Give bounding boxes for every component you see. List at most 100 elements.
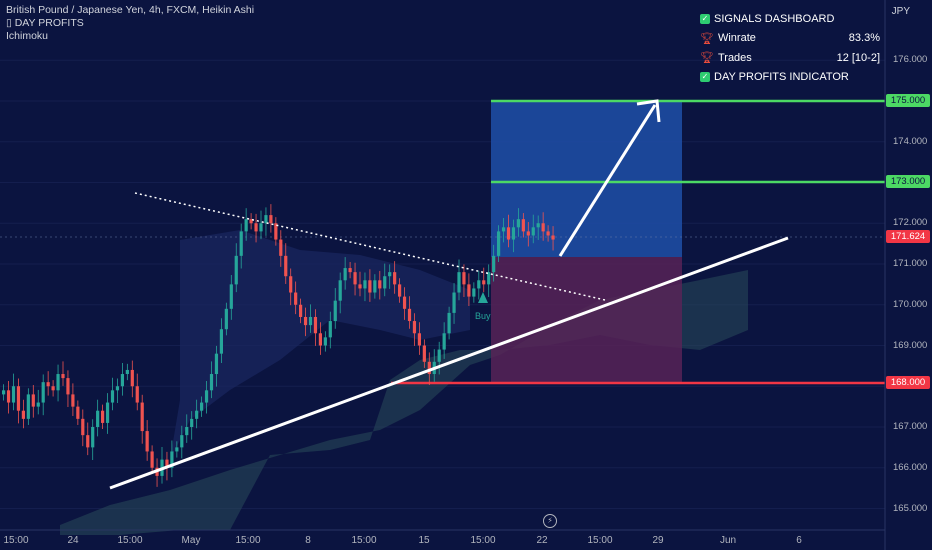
candle-body xyxy=(318,333,322,346)
candle-body xyxy=(388,272,392,277)
time-tick-label: 22 xyxy=(536,535,548,546)
candle-body xyxy=(190,418,194,427)
candle-body xyxy=(427,361,431,375)
candle-body xyxy=(145,431,149,452)
candle-body xyxy=(546,231,550,236)
candle-body xyxy=(521,219,525,232)
candle-body xyxy=(125,369,129,375)
price-tick-label: 165.000 xyxy=(893,502,928,514)
tp2-price-tag: 175.000 xyxy=(886,94,930,107)
candle-body xyxy=(289,276,293,293)
time-tick-label: 15:00 xyxy=(470,535,496,546)
time-tick-label: 6 xyxy=(796,535,802,546)
symbol-title[interactable]: British Pound / Japanese Yen, 4h, FXCM, … xyxy=(6,4,255,16)
profit-zone[interactable] xyxy=(491,101,682,257)
candle-body xyxy=(368,280,372,293)
candle-body xyxy=(531,227,535,236)
candle-body xyxy=(81,418,85,436)
candle-body xyxy=(516,219,520,228)
trades-value: 12 [10-2] xyxy=(836,51,880,64)
buy-signal-icon[interactable] xyxy=(478,292,488,303)
candle-body xyxy=(56,374,60,391)
price-tick-label: 169.000 xyxy=(893,339,928,351)
candle-body xyxy=(452,292,456,313)
check-icon: ✓ xyxy=(700,13,710,24)
candle-body xyxy=(313,316,318,334)
resistance-trendline[interactable] xyxy=(134,192,606,301)
indicator-day-profits[interactable]: ▯ DAY PROFITS xyxy=(6,17,84,29)
candle-body xyxy=(303,316,308,326)
candle-body xyxy=(398,284,402,297)
candle-body xyxy=(86,435,90,448)
candle-body xyxy=(472,288,476,297)
candle-body xyxy=(358,284,362,289)
price-tick-label: 170.000 xyxy=(893,298,928,310)
candle-body xyxy=(333,300,337,322)
candle-body xyxy=(353,272,357,285)
candle-body xyxy=(442,333,446,350)
stop-price-tag: 168.000 xyxy=(886,376,930,389)
support-trendline[interactable] xyxy=(109,236,789,490)
candle-body xyxy=(180,435,184,448)
candle-body xyxy=(120,374,124,387)
loss-zone[interactable] xyxy=(491,257,682,383)
candle-body xyxy=(185,427,189,436)
candle-body xyxy=(11,386,16,403)
candle-body xyxy=(487,272,491,285)
candle-body xyxy=(447,312,451,334)
candle-body xyxy=(36,402,40,407)
indicator-ichimoku[interactable]: Ichimoku xyxy=(6,30,49,42)
candle-body xyxy=(457,272,461,293)
candle-body xyxy=(96,410,100,427)
candle-body xyxy=(195,410,199,419)
time-tick-label: Jun xyxy=(719,535,737,546)
candle-body xyxy=(407,308,412,322)
winrate-value: 83.3% xyxy=(848,32,880,45)
candle-body xyxy=(323,337,327,346)
candle-body xyxy=(244,219,248,232)
candle-body xyxy=(497,231,501,256)
candle-body xyxy=(21,410,25,419)
trophy-icon: 🏆︎ xyxy=(700,52,714,65)
candle-body xyxy=(536,223,540,228)
candle-body xyxy=(135,386,139,403)
candle-body xyxy=(41,382,45,403)
candle-body xyxy=(26,394,30,419)
candle-body xyxy=(46,382,50,387)
candle-body xyxy=(437,349,441,362)
candle-body xyxy=(71,394,75,407)
candle-body xyxy=(294,292,298,305)
candle-body xyxy=(348,268,352,273)
time-tick-label: 29 xyxy=(652,535,664,546)
candle-body xyxy=(239,231,243,256)
lightning-icon[interactable]: ⚡︎ xyxy=(543,514,557,528)
candle-body xyxy=(130,369,134,387)
candle-body xyxy=(101,410,105,423)
candle-body xyxy=(204,390,209,403)
candle-body xyxy=(477,280,481,289)
candles xyxy=(2,204,555,487)
price-tick-label: 166.000 xyxy=(893,461,928,473)
symbol-info: British Pound / Japanese Yen, 4h, FXCM, … xyxy=(6,4,254,43)
price-tick-label: 171.000 xyxy=(893,258,928,269)
candle-body xyxy=(284,255,288,277)
candle-body xyxy=(417,333,421,346)
target-arrow[interactable] xyxy=(558,104,657,257)
candle-body xyxy=(551,235,555,240)
candle-body xyxy=(2,390,6,395)
check-icon: ✓ xyxy=(700,72,710,83)
trades-label: Trades xyxy=(717,51,752,64)
candle-body xyxy=(299,304,303,317)
candle-body xyxy=(506,227,511,240)
candle-body xyxy=(393,272,397,285)
candle-body xyxy=(66,378,70,395)
winrate-label: Winrate xyxy=(717,32,756,45)
candle-body xyxy=(402,296,407,309)
time-tick-label: May xyxy=(181,535,201,546)
candle-body xyxy=(412,321,417,334)
candle-body xyxy=(214,353,219,375)
candle-body xyxy=(31,394,35,407)
candle-body xyxy=(150,451,154,468)
candle-body xyxy=(219,329,223,354)
